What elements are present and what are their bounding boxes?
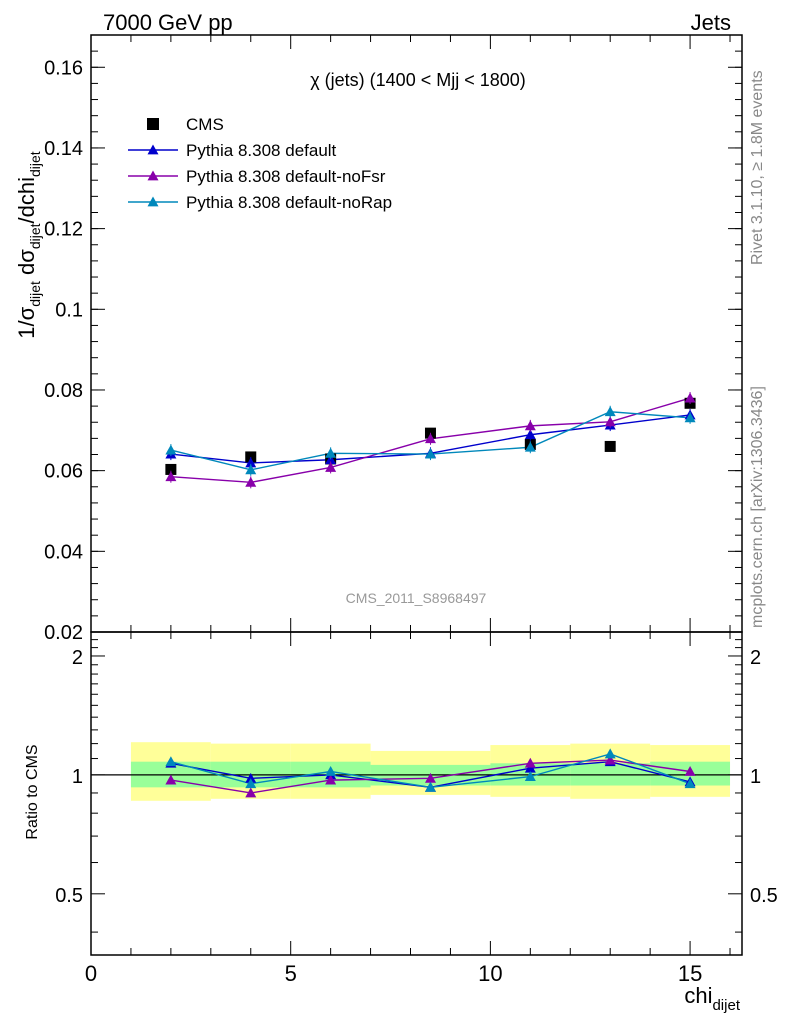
legend-label: Pythia 8.308 default-noFsr bbox=[186, 167, 386, 186]
ratio-data-point bbox=[524, 757, 536, 768]
legend-marker-triangle bbox=[147, 144, 159, 155]
ratio-data-point bbox=[524, 771, 536, 782]
mc-data-point bbox=[684, 412, 696, 423]
ratio-data-point bbox=[424, 781, 436, 792]
ratio-y-tick-label: 0.5 bbox=[55, 885, 83, 907]
mc-data-point bbox=[245, 457, 257, 468]
x-tick-label: 10 bbox=[478, 961, 502, 986]
mc-data-point bbox=[424, 433, 436, 444]
cms-data-point bbox=[165, 463, 177, 475]
main-series bbox=[165, 392, 696, 489]
ratio-y-axis-title: Ratio to CMS bbox=[24, 744, 41, 839]
mc-data-point bbox=[325, 461, 337, 472]
ratio-plot-area: 0.5 0.5 1 1 2 2 0 5 10 15 bbox=[55, 631, 778, 986]
main-plot-area: χ (jets) (1400 < Mjj < 1800) CMS_2011_S8… bbox=[44, 34, 743, 644]
legend-marker-triangle bbox=[147, 170, 159, 181]
y-tick-label: 0.02 bbox=[44, 622, 83, 644]
y-tick-label: 0.12 bbox=[44, 219, 83, 241]
x-tick-label: 0 bbox=[85, 961, 97, 986]
mc-data-point bbox=[604, 416, 616, 427]
x-tick-label: 5 bbox=[285, 961, 297, 986]
y-tick-label: 0.06 bbox=[44, 461, 83, 483]
ratio-y-tick-label: 2 bbox=[72, 647, 83, 669]
rivet-label: Rivet 3.1.10, ≥ 1.8M events bbox=[749, 70, 766, 265]
y-tick-label: 0.04 bbox=[44, 541, 83, 563]
legend: CMS Pythia 8.308 default Pythia 8.308 defa… bbox=[128, 115, 392, 212]
mc-data-point bbox=[245, 476, 257, 487]
ratio-data-point bbox=[245, 778, 257, 789]
main-y-axis-title: 1/σdijet dσdijet/dchidijet bbox=[14, 151, 43, 339]
ratio-data-point bbox=[325, 765, 337, 776]
mc-data-point bbox=[165, 471, 177, 482]
legend-label: Pythia 8.308 default-noRap bbox=[186, 193, 392, 212]
mc-data-point bbox=[424, 448, 436, 459]
header-right: Jets bbox=[691, 10, 731, 35]
cms-data-point bbox=[245, 451, 257, 463]
mc-data-point bbox=[325, 447, 337, 458]
y-tick-label: 0.1 bbox=[55, 299, 83, 321]
legend-marker-square bbox=[147, 118, 159, 130]
mc-data-point bbox=[245, 464, 257, 475]
ratio-y-tick-label-right: 1 bbox=[750, 766, 761, 788]
ratio-data-point bbox=[165, 774, 177, 785]
cms-data-point bbox=[604, 440, 616, 452]
legend-label: Pythia 8.308 default bbox=[186, 141, 337, 160]
legend-marker-triangle bbox=[147, 196, 159, 207]
y-tick-label: 0.08 bbox=[44, 380, 83, 402]
ratio-axis-ticks: 0.5 0.5 1 1 2 2 0 5 10 15 bbox=[55, 632, 778, 986]
source-label: mcplots.cern.ch [arXiv:1306.3436] bbox=[749, 386, 766, 628]
mc-data-point bbox=[684, 392, 696, 403]
ratio-plot-frame bbox=[90, 631, 743, 956]
header-left: 7000 GeV pp bbox=[103, 10, 233, 35]
main-axis-ticks: 0.02 0.04 0.06 0.08 0.1 0.12 0.14 0.16 bbox=[44, 35, 742, 644]
ratio-data-point bbox=[684, 778, 696, 789]
mc-data-point bbox=[524, 441, 536, 452]
chart-title: χ (jets) (1400 < Mjj < 1800) bbox=[310, 70, 526, 90]
ratio-series bbox=[165, 748, 696, 798]
ratio-y-tick-label-right: 2 bbox=[750, 647, 761, 669]
ratio-data-point bbox=[684, 765, 696, 776]
mc-data-point bbox=[604, 406, 616, 417]
ratio-uncertainty-bands bbox=[91, 742, 742, 801]
ratio-data-point bbox=[325, 774, 337, 785]
y-tick-label: 0.14 bbox=[44, 138, 83, 160]
ratio-data-point bbox=[604, 754, 616, 765]
ratio-data-point bbox=[165, 756, 177, 767]
y-tick-label: 0.16 bbox=[44, 57, 83, 79]
mc-data-point bbox=[165, 444, 177, 455]
mc-data-point bbox=[524, 420, 536, 431]
ratio-data-point bbox=[604, 748, 616, 759]
watermark: CMS_2011_S8968497 bbox=[346, 590, 487, 606]
ratio-y-tick-label-right: 0.5 bbox=[750, 885, 778, 907]
x-tick-label: 15 bbox=[678, 961, 702, 986]
ratio-data-point bbox=[245, 772, 257, 783]
ratio-data-point bbox=[424, 772, 436, 783]
legend-label: CMS bbox=[186, 115, 224, 134]
mc-data-point bbox=[524, 429, 536, 440]
ratio-data-point bbox=[245, 787, 257, 798]
ratio-y-tick-label: 1 bbox=[72, 766, 83, 788]
x-axis-title: chidijet bbox=[684, 983, 740, 1014]
